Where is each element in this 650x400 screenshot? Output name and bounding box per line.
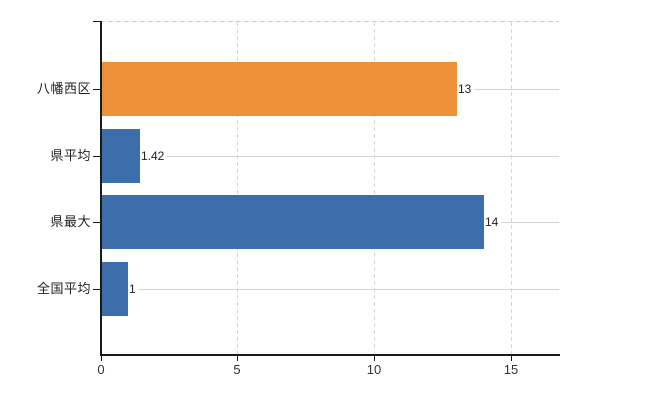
value-label: 14 (484, 215, 502, 229)
category-label: 県平均 (50, 147, 91, 163)
plot-top-border (99, 21, 559, 22)
x-tick-label: 0 (97, 362, 105, 377)
x-axis (99, 354, 560, 356)
x-tick-label: 15 (503, 362, 519, 377)
bar-八幡西区 (101, 62, 457, 116)
y-tick (93, 89, 100, 90)
x-tick (374, 356, 375, 361)
gridline-vertical (374, 22, 375, 354)
category-label: 八幡西区 (36, 81, 91, 96)
value-label: 1 (128, 281, 139, 296)
category-label: 県最大 (50, 214, 91, 229)
gridline-vertical (511, 22, 512, 354)
value-label: 1.42 (140, 148, 168, 163)
y-tick (93, 288, 100, 290)
y-tick (93, 222, 100, 223)
bar-県最大 (101, 195, 484, 249)
x-tick-label: 5 (233, 362, 241, 377)
x-tick (101, 356, 102, 361)
x-tick-label: 10 (366, 362, 382, 377)
x-tick (511, 356, 512, 361)
bar-県平均 (101, 128, 140, 183)
category-label: 全国平均 (36, 280, 91, 296)
value-label: 13 (457, 82, 475, 96)
gridline-vertical (237, 22, 238, 354)
gridline-horizontal (100, 288, 559, 290)
bar-全国平均 (101, 261, 128, 316)
y-tick (93, 155, 100, 157)
x-tick (237, 356, 238, 361)
y-tick-top (93, 21, 100, 22)
gridline-horizontal (100, 155, 559, 157)
y-axis (99, 21, 102, 354)
